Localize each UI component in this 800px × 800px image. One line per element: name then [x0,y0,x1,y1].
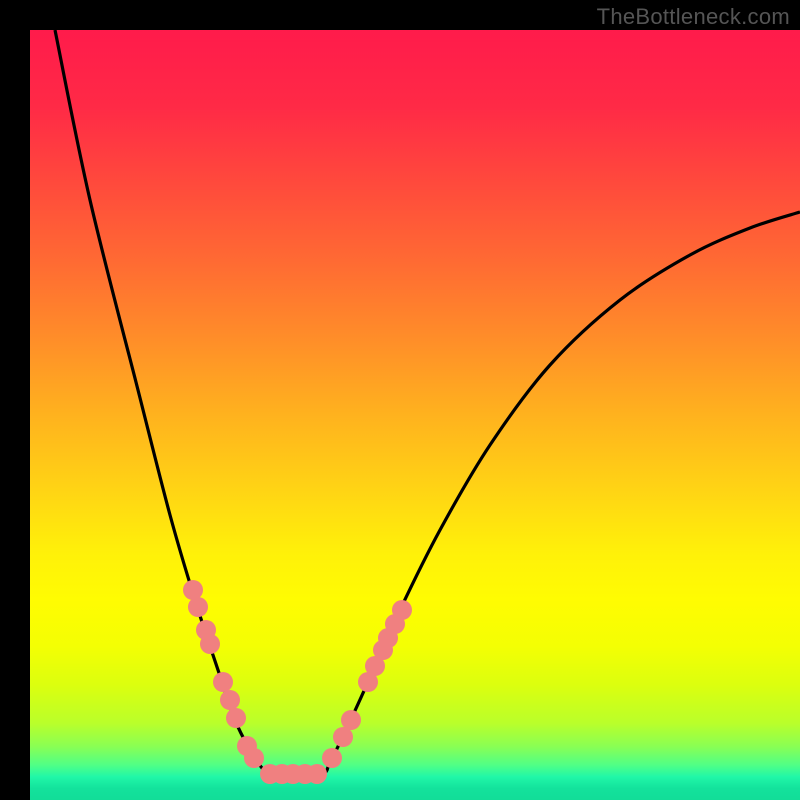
chart-svg [30,30,800,800]
data-marker [220,690,240,710]
figure-container: TheBottleneck.com [0,0,800,800]
data-marker [322,748,342,768]
data-marker [213,672,233,692]
plot-area [30,30,800,800]
data-marker [226,708,246,728]
data-marker [333,727,353,747]
data-marker [341,710,361,730]
data-marker [244,748,264,768]
data-marker [307,764,327,784]
data-marker [183,580,203,600]
data-marker [392,600,412,620]
data-marker [200,634,220,654]
watermark-text: TheBottleneck.com [597,4,790,30]
data-marker [188,597,208,617]
